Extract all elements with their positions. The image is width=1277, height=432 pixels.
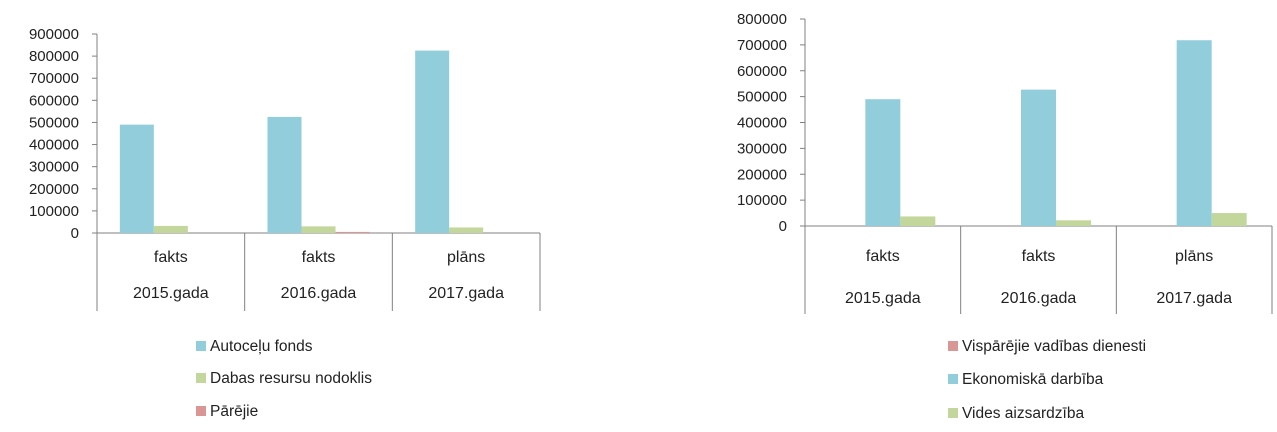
bar (1056, 220, 1091, 226)
category-label: fakts (866, 248, 900, 265)
legend-label: Dabas resursu nodoklis (210, 370, 372, 387)
bar (335, 231, 370, 233)
y-tick-label: 500000 (29, 114, 79, 131)
bar (1021, 89, 1056, 226)
chart-right: 0 100000 200000 300000 400000 500000 600000 700… (737, 11, 1273, 422)
y-tick-label: 300000 (737, 140, 787, 157)
y-tick-label: 700000 (29, 70, 79, 87)
legend-swatch (196, 406, 206, 416)
bar (449, 227, 484, 233)
bar (415, 50, 450, 234)
category-label: plāns (447, 249, 485, 266)
bar (1176, 40, 1212, 226)
y-tick-label: 900000 (29, 26, 79, 43)
bar (301, 226, 336, 233)
category-label: fakts (302, 249, 336, 266)
y-tick-label: 0 (71, 225, 79, 242)
y-tick-label: 100000 (737, 192, 787, 209)
y-tick-label: 800000 (737, 11, 787, 28)
bar (119, 124, 154, 233)
y-tick-label: 300000 (29, 159, 79, 176)
y-tick-label: 100000 (29, 203, 79, 220)
category-label: plāns (1175, 248, 1213, 265)
chart-left: 0 100000 200000 300000 400000 500000 600000 700… (29, 26, 541, 420)
bar (865, 99, 901, 226)
bar (900, 216, 936, 226)
legend-label: Autoceļu fonds (210, 338, 313, 355)
y-tick-label: 400000 (29, 137, 79, 154)
bar (1211, 213, 1247, 226)
period-label: 2017.gada (1156, 290, 1232, 307)
legend-swatch (948, 374, 958, 384)
y-tick-label: 500000 (737, 89, 787, 106)
category-label: fakts (154, 249, 188, 266)
legend-swatch (948, 341, 958, 351)
y-tick-label: 600000 (737, 63, 787, 80)
legend-label: Ekonomiskā darbība (962, 371, 1104, 388)
y-tick-label: 400000 (737, 115, 787, 132)
bar (153, 225, 188, 233)
legend-swatch (196, 373, 206, 383)
y-tick-label: 600000 (29, 92, 79, 109)
legend-label: Vides aizsardzība (962, 405, 1084, 422)
period-label: 2017.gada (428, 285, 504, 302)
y-tick-label: 0 (779, 218, 787, 235)
y-tick-label: 800000 (29, 48, 79, 65)
legend-swatch (948, 408, 958, 418)
legend-label: Vispārējie vadības dienesti (962, 338, 1146, 355)
period-label: 2016.gada (1001, 290, 1077, 307)
category-label: fakts (1022, 248, 1056, 265)
y-tick-label: 200000 (29, 181, 79, 198)
legend-swatch (196, 341, 206, 351)
y-tick-label: 200000 (737, 166, 787, 183)
y-tick-label: 700000 (737, 37, 787, 54)
period-label: 2015.gada (133, 285, 209, 302)
period-label: 2016.gada (281, 285, 357, 302)
period-label: 2015.gada (845, 290, 921, 307)
legend-label: Pārējie (210, 403, 258, 420)
bar (267, 116, 302, 233)
